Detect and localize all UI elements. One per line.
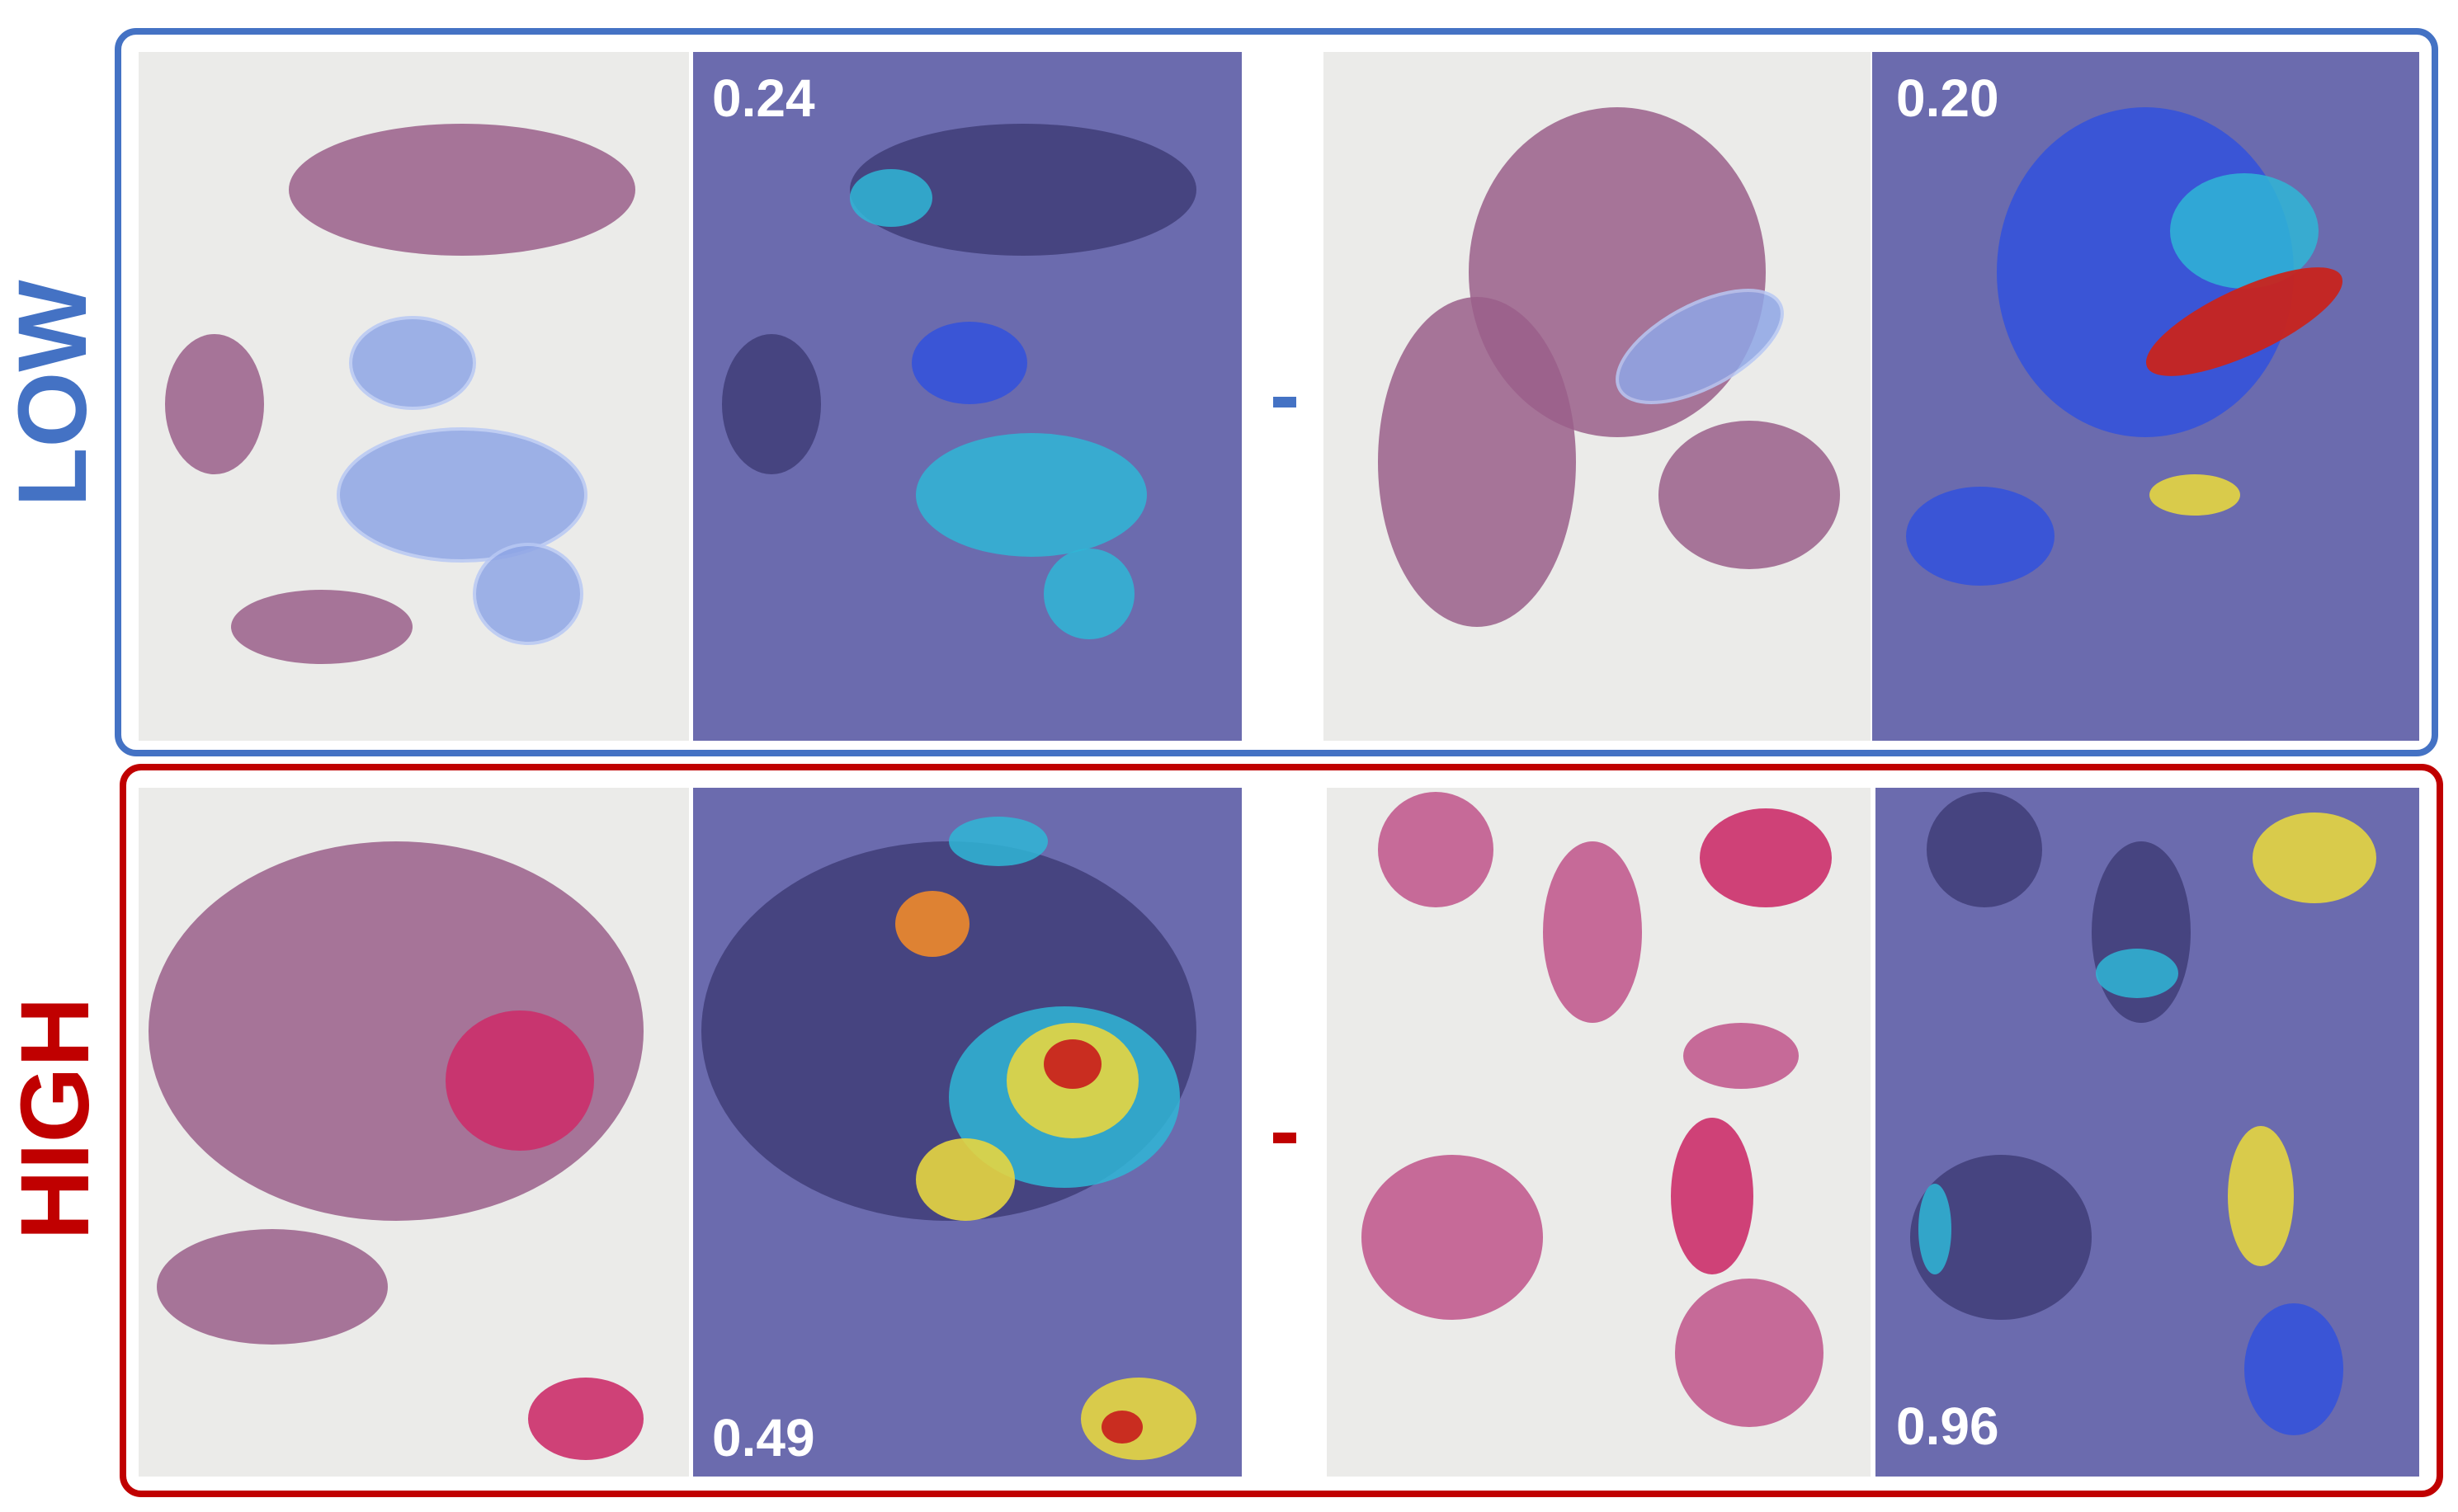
roi xyxy=(1671,1118,1753,1274)
row-label: HIGH xyxy=(1,997,110,1241)
tissue xyxy=(850,124,1196,256)
tissue xyxy=(1378,297,1576,627)
heat-region xyxy=(916,1138,1015,1221)
tissue xyxy=(1910,1155,2092,1320)
roi xyxy=(528,1378,644,1460)
tissue xyxy=(289,124,635,256)
roi xyxy=(473,543,583,645)
tissue xyxy=(165,334,264,474)
tissue xyxy=(1683,1023,1799,1089)
low-frame xyxy=(115,28,2438,756)
tissue xyxy=(157,1229,388,1345)
tissue xyxy=(1658,421,1840,569)
slide-panel xyxy=(139,52,689,741)
roi xyxy=(337,427,587,563)
separator xyxy=(1273,1133,1296,1143)
heat-region xyxy=(2244,1303,2343,1435)
roi xyxy=(349,316,476,410)
score: 0.96 xyxy=(1896,1397,1999,1456)
heat-region xyxy=(2096,949,2178,998)
heat-region xyxy=(1044,549,1135,639)
row-label: LOW xyxy=(0,280,107,507)
heatmap-panel: 0.49 xyxy=(693,788,1242,1477)
heat-region xyxy=(916,433,1147,557)
heat-region xyxy=(1044,1039,1102,1089)
score: 0.20 xyxy=(1896,68,1999,128)
slide-panel xyxy=(139,788,689,1477)
heat-region xyxy=(1918,1184,1951,1274)
separator xyxy=(1273,397,1296,407)
heat-region xyxy=(895,891,970,957)
tissue xyxy=(231,590,413,664)
heat-region xyxy=(912,322,1027,404)
tissue xyxy=(1675,1279,1823,1427)
slide-panel xyxy=(1327,788,1871,1477)
heat-region xyxy=(2145,267,2343,376)
roi xyxy=(446,1010,594,1151)
high-frame xyxy=(120,764,2443,1497)
tissue xyxy=(1543,841,1642,1023)
heat-region xyxy=(2149,474,2240,516)
score: 0.49 xyxy=(712,1408,815,1467)
roi xyxy=(1700,808,1832,907)
tissue xyxy=(1361,1155,1543,1320)
roi xyxy=(1616,289,1784,404)
slide-panel xyxy=(1323,52,1871,741)
heat-region xyxy=(949,817,1048,866)
tissue xyxy=(722,334,821,474)
tissue xyxy=(1927,792,2042,907)
heat-region xyxy=(2170,173,2319,289)
tissue xyxy=(1378,792,1493,907)
heat-region xyxy=(2253,813,2376,903)
heat-region xyxy=(1906,487,2055,586)
heatmap-panel: 0.96 xyxy=(1875,788,2419,1477)
heatmap-panel: 0.24 xyxy=(693,52,1242,741)
heatmap-panel: 0.20 xyxy=(1872,52,2419,741)
heat-region xyxy=(850,169,932,227)
score: 0.24 xyxy=(712,68,815,128)
heat-region xyxy=(2228,1126,2294,1266)
heat-region xyxy=(1102,1411,1143,1444)
